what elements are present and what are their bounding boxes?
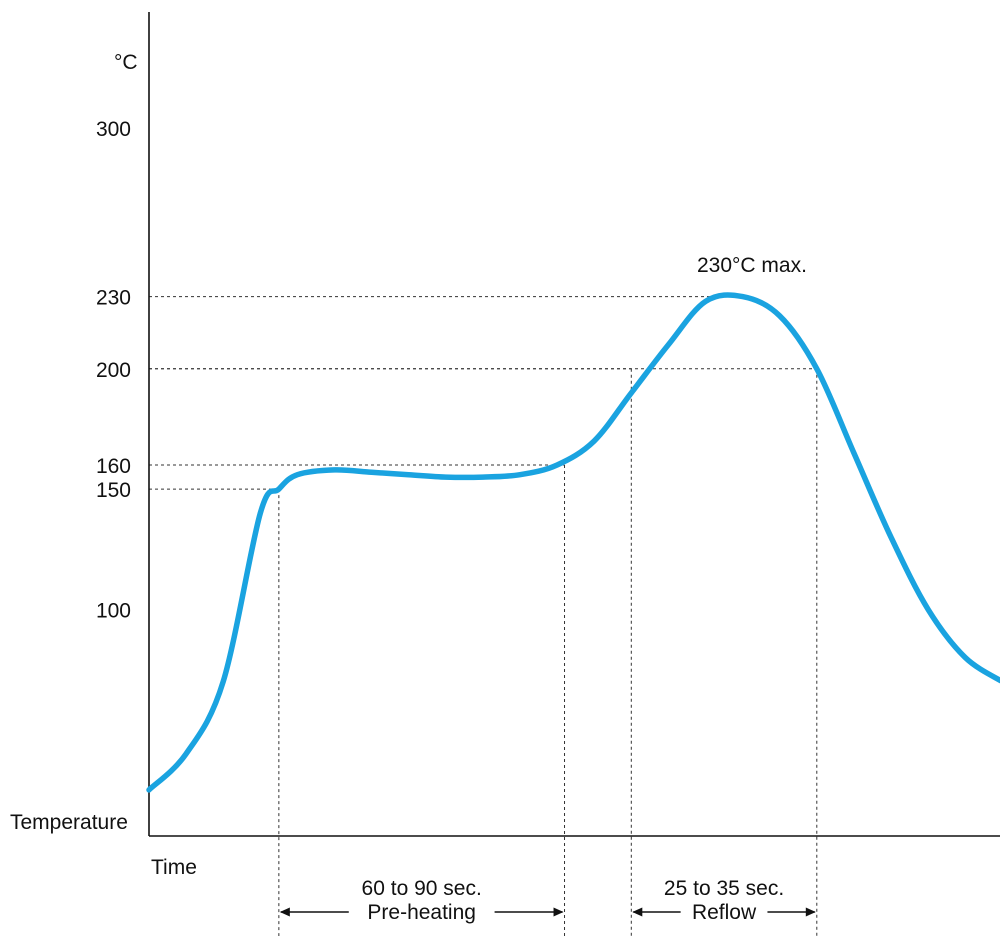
interval-name-1: Reflow <box>692 901 757 924</box>
y-tick-label-200: 200 <box>96 359 131 382</box>
y-tick-label-230: 230 <box>96 287 131 310</box>
y-tick-label-100: 100 <box>96 599 131 622</box>
interval-arrowhead-right-1 <box>805 907 816 917</box>
unit-label: °C <box>114 51 138 74</box>
interval-name-0: Pre-heating <box>367 901 476 924</box>
reference-lines <box>149 296 817 490</box>
y-tick-label-150: 150 <box>96 479 131 502</box>
y-tick-label-300: 300 <box>96 118 131 141</box>
x-axis-label: Time <box>151 856 197 879</box>
interval-arrowhead-right-0 <box>553 907 564 917</box>
interval-annotations: 60 to 90 sec.Pre-heating 25 to 35 sec.Ref… <box>279 877 816 924</box>
interval-arrowhead-left-1 <box>632 907 643 917</box>
interval-duration-1: 25 to 35 sec. <box>664 877 784 900</box>
interval-duration-0: 60 to 90 sec. <box>362 877 482 900</box>
y-axis-label: Temperature <box>10 811 128 834</box>
temperature-curve <box>146 292 1000 793</box>
y-tick-label-160: 160 <box>96 455 131 478</box>
interval-arrowhead-left-0 <box>279 907 290 917</box>
peak-annotation: 230°C max. <box>697 254 807 277</box>
axes <box>148 12 1000 837</box>
interval-boundaries <box>278 368 818 936</box>
